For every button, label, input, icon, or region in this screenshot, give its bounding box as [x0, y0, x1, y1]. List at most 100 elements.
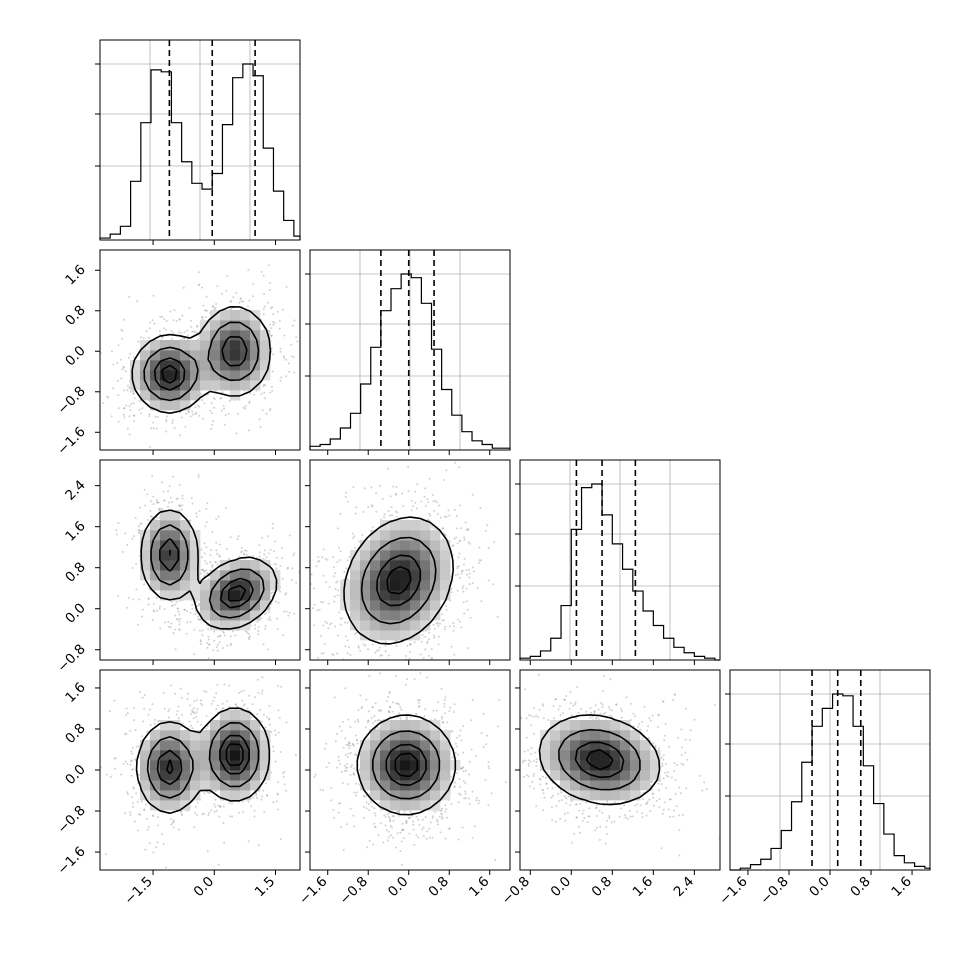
- scatter-point: [383, 516, 386, 519]
- scatter-point: [199, 639, 202, 642]
- scatter-point: [338, 611, 341, 614]
- scatter-point: [193, 613, 196, 616]
- scatter-point: [107, 396, 110, 399]
- density-cell: [200, 360, 211, 371]
- density-cell: [190, 550, 201, 561]
- scatter-point: [357, 709, 360, 712]
- scatter-point: [444, 534, 447, 537]
- density-cell: [350, 590, 361, 601]
- density-cell: [170, 340, 181, 351]
- density-cell: [250, 740, 261, 751]
- density-cell: [200, 350, 211, 361]
- scatter-point: [436, 622, 439, 625]
- density-cell: [360, 580, 371, 591]
- scatter-point: [170, 817, 172, 820]
- density-cell: [260, 340, 271, 351]
- scatter-point: [203, 542, 206, 545]
- scatter-point: [283, 770, 286, 773]
- scatter-point: [136, 800, 139, 803]
- scatter-point: [459, 539, 462, 542]
- density-cell: [260, 570, 271, 581]
- density-cell: [200, 370, 211, 381]
- density-cell: [190, 590, 201, 601]
- scatter-point: [127, 384, 129, 387]
- scatter-point: [198, 629, 201, 632]
- scatter-point: [219, 805, 222, 808]
- scatter-point: [137, 525, 140, 528]
- density-cell: [230, 720, 241, 731]
- scatter-point: [241, 800, 244, 803]
- scatter-point: [174, 614, 177, 617]
- scatter-point: [239, 297, 242, 300]
- density-cell: [410, 600, 421, 611]
- scatter-point: [230, 307, 233, 310]
- density-cell: [230, 560, 241, 571]
- density-cell: [180, 770, 191, 781]
- scatter-point: [458, 552, 461, 555]
- density-cell: [230, 310, 241, 321]
- scatter-point: [257, 844, 260, 847]
- scatter-point: [236, 537, 239, 540]
- density-cell: [260, 350, 271, 361]
- density-cell: [210, 350, 221, 361]
- scatter-point: [338, 559, 341, 562]
- scatter-point: [125, 732, 128, 735]
- density-cell: [370, 590, 381, 601]
- scatter-point: [374, 695, 376, 697]
- contour-level-2: [143, 321, 260, 402]
- scatter-point: [342, 677, 344, 679]
- scatter-point: [180, 416, 183, 419]
- scatter-point: [276, 310, 279, 313]
- scatter-point: [410, 499, 413, 502]
- density-cell: [170, 570, 181, 581]
- density-cell: [200, 780, 211, 791]
- scatter-point: [478, 559, 481, 562]
- scatter-point: [152, 603, 155, 605]
- scatter-point: [180, 810, 183, 813]
- scatter-point: [140, 800, 143, 803]
- scatter-point: [151, 319, 154, 322]
- scatter-point: [406, 706, 408, 708]
- scatter-point: [271, 591, 274, 594]
- scatter-point: [122, 318, 125, 321]
- scatter-point: [339, 617, 342, 620]
- scatter-point: [174, 628, 177, 631]
- scatter-point: [149, 445, 152, 448]
- density-cell: [210, 760, 221, 771]
- scatter-point: [277, 731, 280, 734]
- density-cell: [180, 560, 191, 571]
- scatter-point: [185, 632, 188, 635]
- density-cell: [240, 570, 251, 581]
- scatter-point: [174, 692, 177, 695]
- scatter-point: [204, 525, 207, 528]
- scatter-point: [255, 794, 258, 797]
- scatter-point: [151, 703, 154, 706]
- scatter-point: [312, 665, 314, 667]
- scatter-point: [265, 412, 268, 415]
- scatter-point: [124, 812, 127, 815]
- density-cell: [140, 370, 151, 381]
- density-cell: [260, 730, 271, 741]
- scatter-point: [131, 746, 134, 749]
- density-cell: [180, 780, 191, 791]
- scatter-point: [319, 600, 322, 603]
- scatter-point: [117, 394, 120, 397]
- density-cell: [160, 350, 171, 361]
- scatter-point: [267, 648, 270, 651]
- scatter-point: [191, 330, 194, 333]
- scatter-point: [181, 504, 184, 507]
- scatter-point: [241, 550, 243, 553]
- scatter-point: [235, 432, 238, 435]
- scatter-point: [157, 824, 160, 827]
- scatter-point: [276, 793, 279, 796]
- scatter-point: [384, 667, 386, 669]
- density-cell: [140, 760, 151, 771]
- density-cell: [160, 540, 171, 551]
- scatter-point: [247, 429, 250, 432]
- scatter-point: [169, 626, 172, 629]
- scatter-point: [250, 716, 253, 719]
- scatter-point: [435, 501, 438, 504]
- density-cell: [240, 780, 251, 791]
- density-cell: [360, 550, 371, 561]
- scatter-point: [203, 552, 206, 555]
